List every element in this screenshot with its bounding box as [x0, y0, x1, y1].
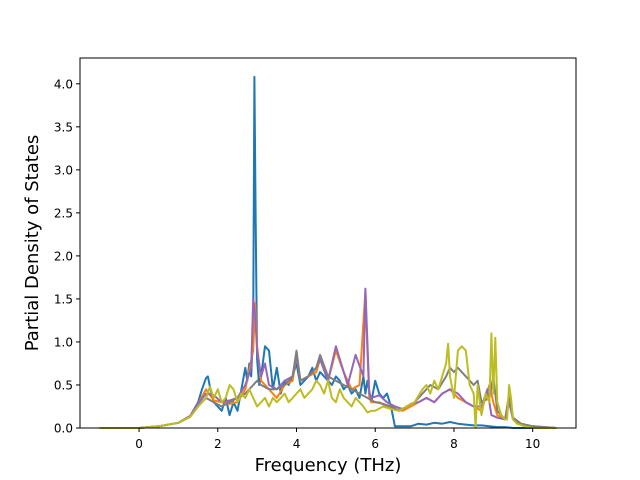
- y-tick-label: 3.0: [54, 163, 73, 177]
- y-tick-label: 3.5: [54, 120, 73, 134]
- x-tick-label: 8: [450, 437, 458, 451]
- y-tick-label: 4.0: [54, 77, 73, 91]
- series-line-4: [99, 349, 557, 429]
- x-tick-label: 4: [293, 437, 301, 451]
- series-layer: [99, 75, 557, 429]
- ticks-layer: 0 2 4 6 8 10 0.0 0.5 1.0 1.5 2.0 2.5 3.0 3.5 4.0: [54, 77, 540, 451]
- y-tick-label: 2.5: [54, 206, 73, 220]
- series-line-2: [99, 289, 557, 429]
- y-tick-label: 0.5: [54, 378, 73, 392]
- y-axis-label: Partial Density of States: [22, 135, 43, 352]
- plot-frame: [79, 57, 577, 429]
- y-tick-label: 2.0: [54, 249, 73, 263]
- y-tick-label: 1.0: [54, 335, 73, 349]
- x-tick-label: 0: [135, 437, 143, 451]
- x-tick-label: 2: [214, 437, 222, 451]
- series-line-5: [99, 332, 557, 429]
- x-tick-label: 10: [525, 437, 540, 451]
- y-tick-label: 0.0: [54, 422, 73, 436]
- x-tick-label: 6: [371, 437, 379, 451]
- y-tick-label: 1.5: [54, 292, 73, 306]
- x-axis-label: Frequency (THz): [255, 455, 402, 476]
